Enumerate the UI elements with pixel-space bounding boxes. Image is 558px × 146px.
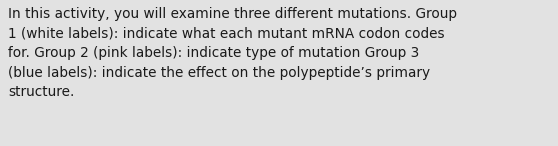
Text: In this activity, you will examine three different mutations. Group
1 (white lab: In this activity, you will examine three… xyxy=(8,7,457,99)
